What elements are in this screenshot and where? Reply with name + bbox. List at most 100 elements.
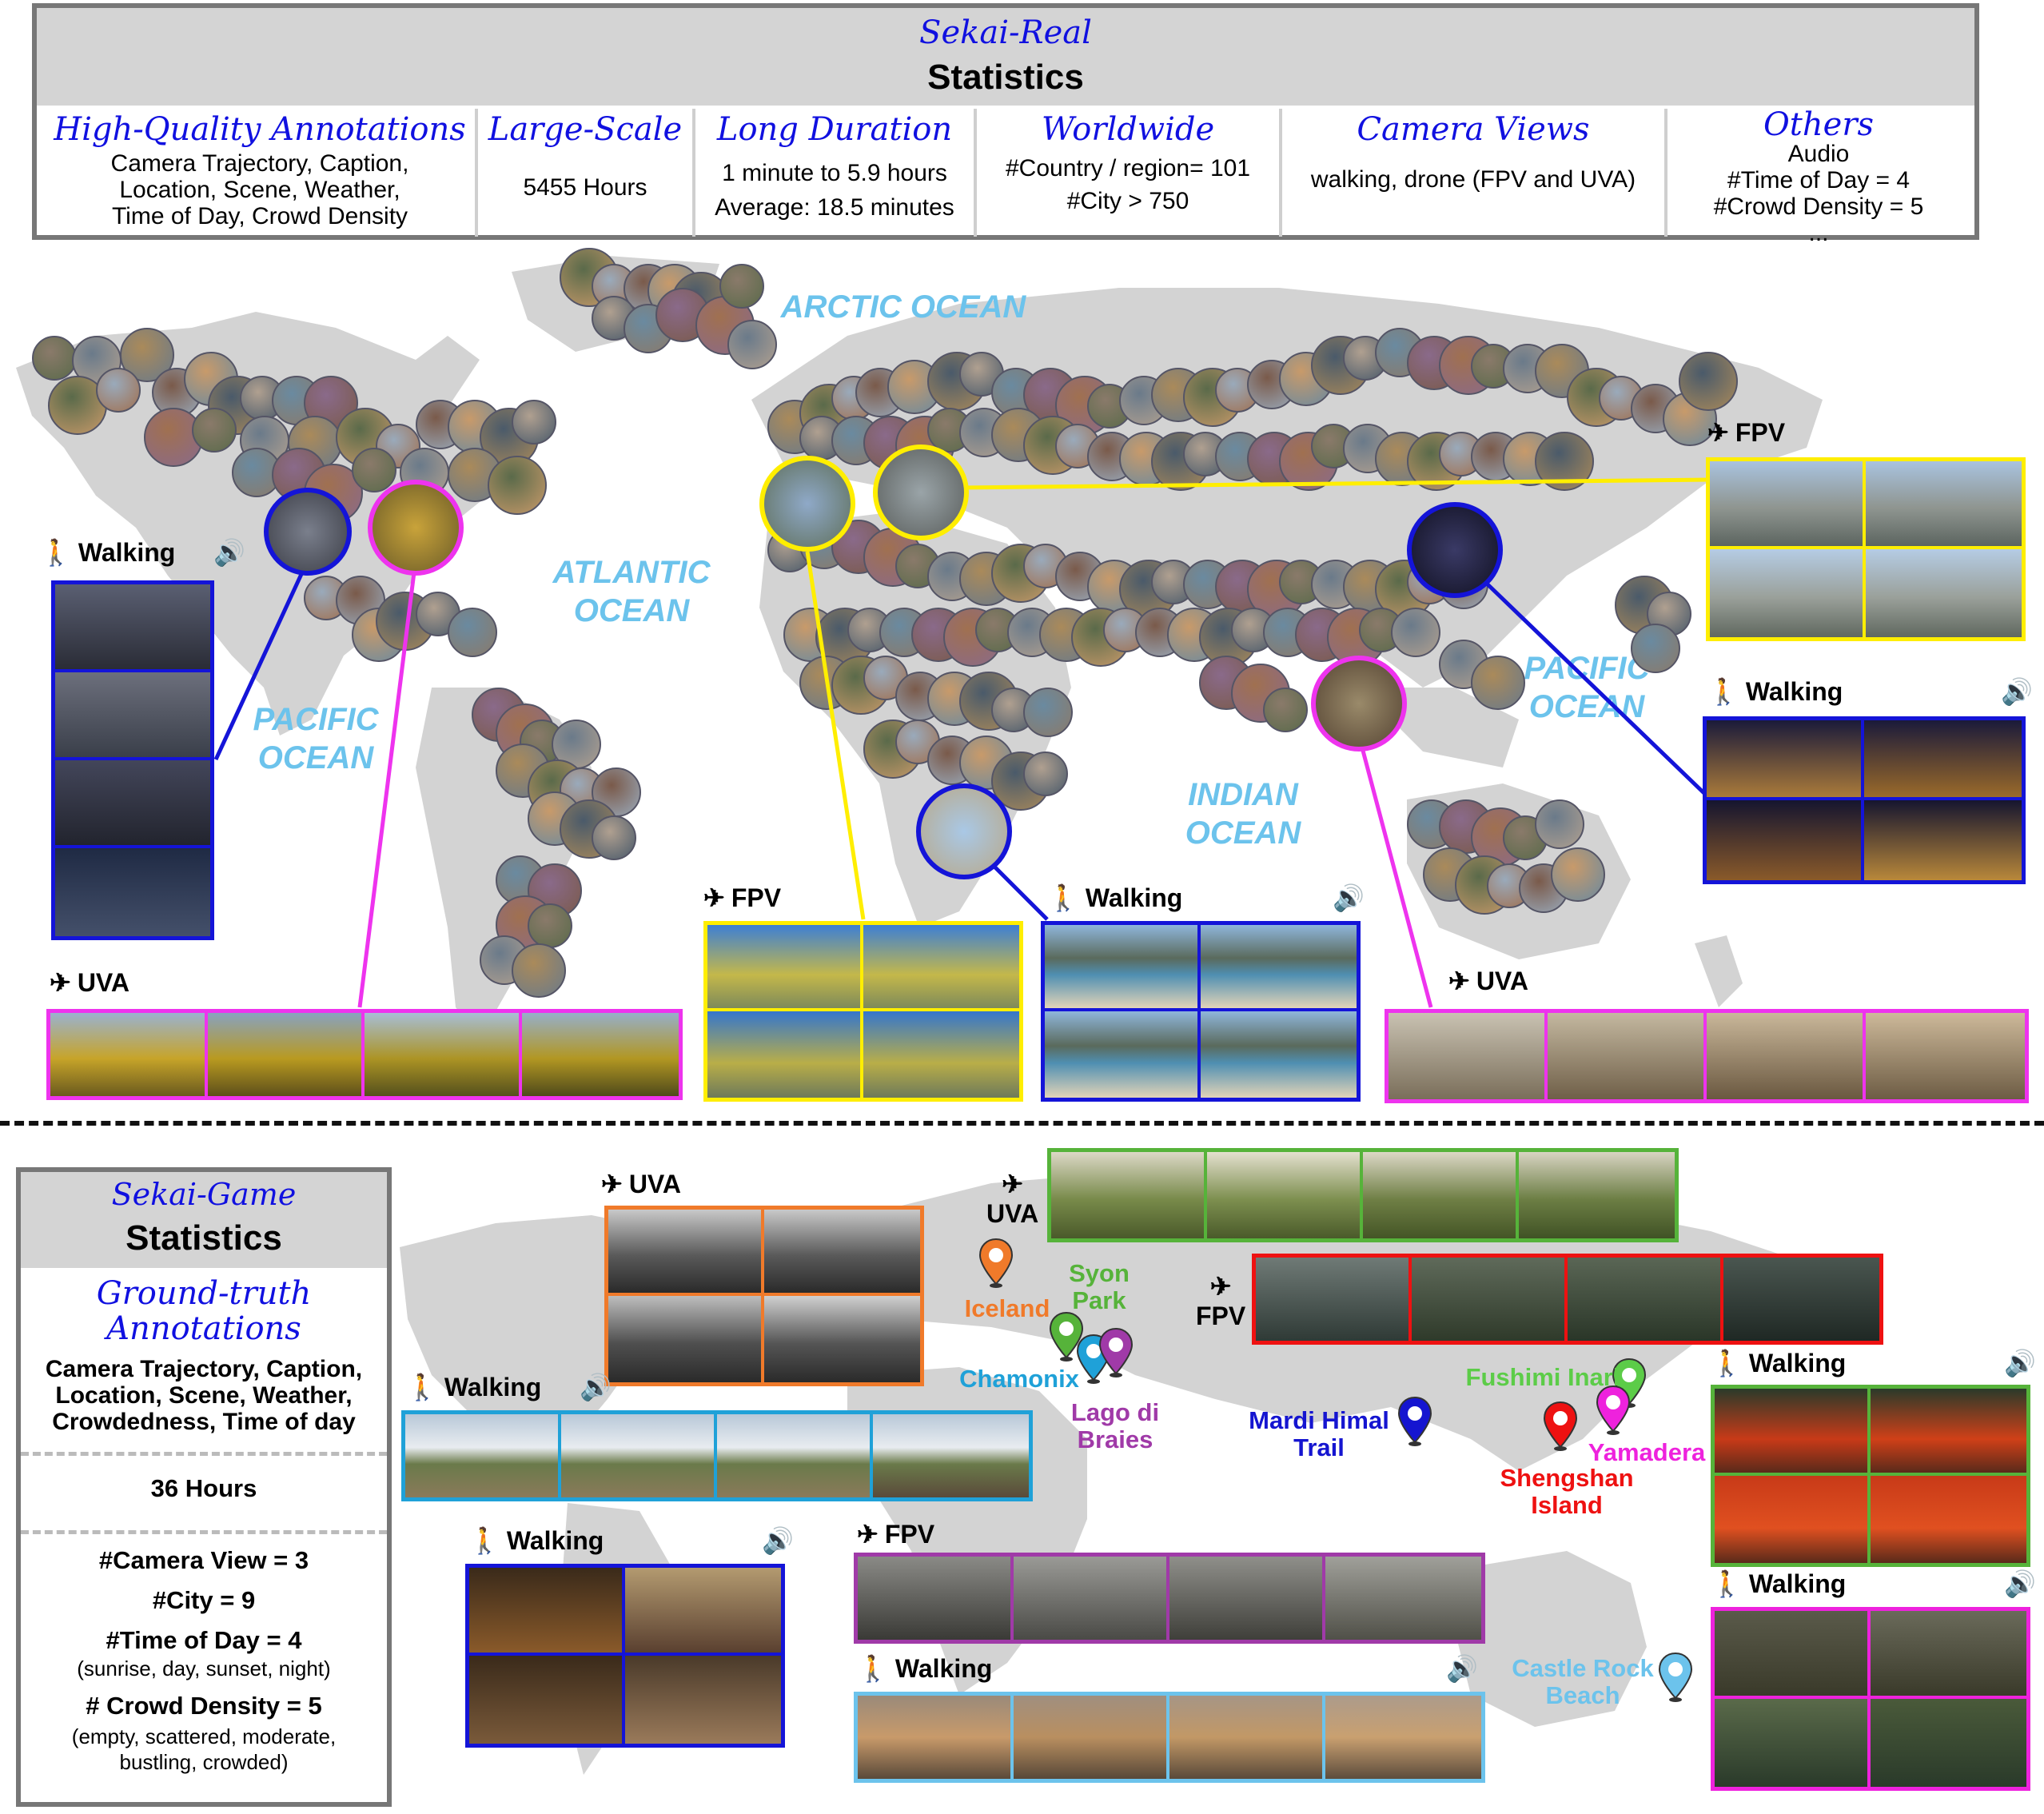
game-stats-header: Sekai-Game Statistics xyxy=(21,1172,387,1268)
game-clip-label-fpv-purple: ✈ FPV xyxy=(857,1519,935,1549)
game-clip-frames-forest-walking xyxy=(465,1564,785,1748)
gt-body: Camera Trajectory, Caption, Location, Sce… xyxy=(45,1356,363,1435)
drone-icon: ✈ xyxy=(703,883,725,912)
speaker-icon: 🔊 xyxy=(1446,1654,1479,1683)
sekai-game-statistics-panel: Sekai-Game Statistics Ground-truth Annota… xyxy=(16,1167,392,1807)
highlight-alps-right xyxy=(873,445,969,540)
walking-icon: 🚶 xyxy=(857,1654,889,1683)
game-clip-frames-fpv-purple xyxy=(854,1553,1485,1644)
stat-column-camera-views: Camera Views walking, drone (FPV and UVA… xyxy=(1285,109,1661,237)
section-divider xyxy=(0,1121,2044,1126)
count-crowd-density-detail: (empty, scattered, moderate, bustling, c… xyxy=(71,1724,337,1774)
ocean-label-arctic: ARCTIC OCEAN xyxy=(780,289,1026,325)
drone-icon: ✈ xyxy=(1707,418,1729,447)
map-pin-icon xyxy=(1098,1327,1134,1378)
location-photo-thumbnail xyxy=(727,320,777,369)
game-clip-frames-beach-walking xyxy=(854,1692,1485,1783)
column-text: 5455 Hours xyxy=(523,174,647,201)
clip-frames-rockies-uva xyxy=(46,1009,683,1100)
map-pin-icon xyxy=(1543,1401,1578,1452)
game-clip-frames-yamadera-walking xyxy=(1711,1607,2030,1791)
count-time-of-day-detail: (sunrise, day, sunset, night) xyxy=(77,1657,331,1680)
location-photo-thumbnail xyxy=(96,368,141,413)
speaker-icon: 🔊 xyxy=(1333,883,1365,912)
walking-icon: 🚶 xyxy=(406,1373,438,1401)
game-clip-frames-fpv-red xyxy=(1252,1254,1883,1345)
highlight-rockies xyxy=(368,480,464,576)
drone-icon: ✈ xyxy=(1448,967,1470,995)
pin-label-shengshan: Shengshan Island xyxy=(1500,1464,1634,1519)
location-photo-thumbnail xyxy=(192,408,237,453)
clip-label-singapore: ✈ UVA xyxy=(1448,966,1528,996)
clip-label-alps-fpv-right: ✈ FPV xyxy=(1707,417,1786,448)
pin-label-iceland: Iceland xyxy=(964,1294,1050,1322)
game-clip-label-iceland: ✈ UVA xyxy=(601,1169,681,1199)
pin-label-mardi-himal: Mardi Himal Trail xyxy=(1249,1406,1389,1461)
clip-frames-singapore-uva xyxy=(1385,1009,2029,1103)
walking-icon: 🚶 xyxy=(1711,1349,1743,1377)
map-pin-icon xyxy=(1658,1652,1693,1703)
pin-label-chamonix: Chamonix xyxy=(959,1365,1079,1393)
stat-column-worldwide: Worldwide #Country / region= 101 #City >… xyxy=(980,109,1276,237)
stat-column-duration: Long Duration 1 minute to 5.9 hours Aver… xyxy=(699,109,970,237)
location-photo-thumbnail xyxy=(512,400,556,445)
column-text: 1 minute to 5.9 hours xyxy=(722,160,947,186)
highlight-nyc xyxy=(264,488,352,576)
clip-label-shanghai: 🚶 Walking 🔊 xyxy=(1707,676,2034,707)
count-crowd-density: # Crowd Density = 5 xyxy=(86,1692,322,1720)
pin-label-castle-rock: Castle Rock Beach xyxy=(1512,1654,1654,1709)
game-clip-frames-chamonix-walking xyxy=(401,1410,1033,1501)
game-clip-label-fushimi: 🚶 Walking 🔊 xyxy=(1711,1348,2037,1378)
column-text: #Country / region= 101 xyxy=(1005,155,1251,181)
column-text: #Time of Day = 4 xyxy=(1727,167,1911,193)
speaker-icon: 🔊 xyxy=(213,538,246,567)
map-pin-icon xyxy=(978,1238,1014,1289)
ocean-label-indian: INDIAN OCEAN xyxy=(1185,777,1301,851)
drone-icon: ✈ xyxy=(857,1520,879,1549)
column-heading: Camera Views xyxy=(1357,111,1590,148)
game-clip-label-fpv-red: ✈ FPV xyxy=(1196,1272,1246,1330)
game-title: Sekai-Game xyxy=(111,1177,297,1212)
game-subtitle: Statistics xyxy=(126,1218,282,1258)
highlight-singapore xyxy=(1311,656,1407,752)
walking-icon: 🚶 xyxy=(1707,677,1739,706)
clip-label-rockies: ✈ UVA xyxy=(50,967,129,998)
column-text: Camera Trajectory, Caption, xyxy=(110,150,409,177)
speaker-icon: 🔊 xyxy=(2004,1569,2037,1598)
map-pin-icon xyxy=(1049,1311,1084,1362)
column-text: #Crowd Density = 5 xyxy=(1713,193,1924,220)
pin-label-fushimi-inari: Fushimi Inari xyxy=(1465,1363,1620,1391)
clip-label-capetown: 🚶 Walking 🔊 xyxy=(1047,883,1365,913)
clip-label-nyc: 🚶 Walking 🔊 xyxy=(40,537,246,568)
clip-frames-alps-fpv-right xyxy=(1706,457,2026,641)
walking-icon: 🚶 xyxy=(40,538,72,567)
game-clip-label-yamadera: 🚶 Walking 🔊 xyxy=(1711,1569,2037,1599)
stat-column-scale: Large-Scale 5455 Hours xyxy=(481,109,689,237)
location-photo-thumbnail xyxy=(352,448,396,492)
highlight-shanghai xyxy=(1407,502,1503,598)
game-clip-label-syon: ✈ UVA xyxy=(986,1170,1039,1228)
drone-icon: ✈ xyxy=(601,1170,623,1198)
clip-frames-shanghai-walking xyxy=(1703,716,2026,884)
column-heading: Worldwide xyxy=(1041,111,1215,148)
ocean-label-pacific-east: PACIFIC OCEAN xyxy=(1524,651,1650,724)
drone-icon: ✈ xyxy=(1209,1272,1232,1301)
location-photo-thumbnail xyxy=(1023,752,1068,796)
column-heading: Large-Scale xyxy=(488,111,683,148)
location-photo-thumbnail xyxy=(1023,688,1073,737)
connector-lines-real xyxy=(213,477,1712,1008)
game-clip-frames-syon-uva xyxy=(1047,1148,1679,1242)
game-clip-label-beach: 🚶 Walking 🔊 xyxy=(857,1653,1479,1684)
game-clip-label-chamonix: 🚶 Walking 🔊 xyxy=(406,1372,612,1402)
stat-column-others: Others Audio #Time of Day = 4 #Crowd Den… xyxy=(1671,109,1966,246)
clip-frames-capetown-walking xyxy=(1041,921,1361,1102)
game-clip-frames-iceland-uva xyxy=(604,1206,924,1386)
pin-label-yamadera: Yamadera xyxy=(1588,1438,1706,1466)
stat-column-annotations: High-Quality Annotations Camera Trajecto… xyxy=(48,109,472,237)
location-photo-thumbnail xyxy=(1551,847,1605,902)
column-text: #City > 750 xyxy=(1066,188,1189,214)
drone-icon: ✈ xyxy=(1002,1170,1023,1198)
column-text: walking, drone (FPV and UVA) xyxy=(1310,166,1636,193)
column-text: Location, Scene, Weather, xyxy=(119,177,400,203)
clip-frames-nyc-walking xyxy=(51,580,214,940)
